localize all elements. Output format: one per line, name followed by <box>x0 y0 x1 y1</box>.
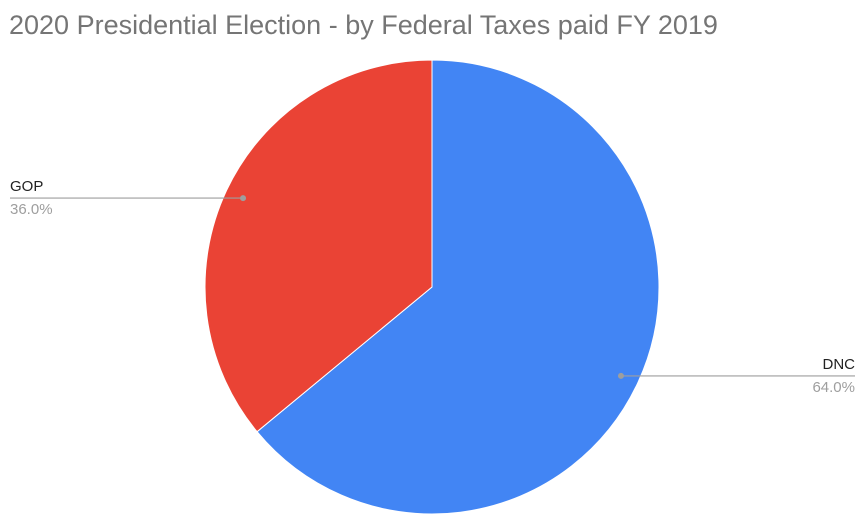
leader-dot <box>240 195 247 202</box>
pie-slice <box>256 59 660 515</box>
leader-dot <box>617 372 624 379</box>
chart-title: 2020 Presidential Election - by Federal … <box>9 10 718 40</box>
slice-value-label: 64.0% <box>812 379 855 396</box>
slice-label: DNC <box>823 356 856 373</box>
slice-value-label: 36.0% <box>10 201 53 218</box>
slice-label: GOP <box>10 178 43 195</box>
pie-slice <box>204 59 433 433</box>
